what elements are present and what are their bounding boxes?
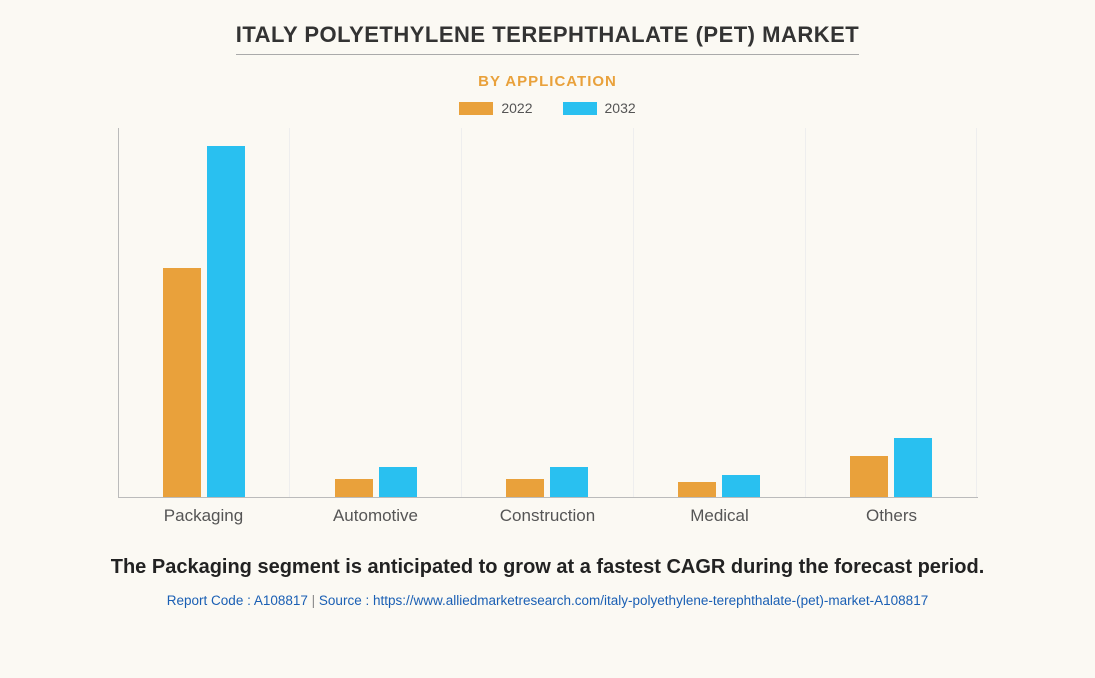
- source-label: Source :: [319, 593, 373, 608]
- bar-2032: [894, 438, 932, 497]
- bar-2032: [550, 467, 588, 497]
- bar-2022: [163, 268, 201, 497]
- bar-2032: [379, 467, 417, 497]
- bar-2022: [506, 479, 544, 498]
- bar-group: [119, 128, 291, 497]
- report-code-label: Report Code :: [167, 593, 254, 608]
- bar-2022: [335, 479, 373, 498]
- footer-sep: |: [308, 593, 319, 608]
- x-axis-label: Others: [806, 506, 978, 526]
- x-axis-label: Construction: [462, 506, 634, 526]
- legend-item-2032: 2032: [563, 100, 636, 116]
- legend-swatch-2022: [459, 102, 493, 115]
- chart-title: ITALY POLYETHYLENE TEREPHTHALATE (PET) M…: [236, 22, 859, 55]
- footer: Report Code : A108817 | Source : https:/…: [167, 593, 928, 608]
- bar-group: [634, 128, 806, 497]
- bar-group: [806, 128, 978, 497]
- source-url: https://www.alliedmarketresearch.com/ita…: [373, 593, 928, 608]
- bar-2032: [207, 146, 245, 498]
- chart-plot-area: [118, 128, 978, 498]
- legend-label-2022: 2022: [501, 100, 532, 116]
- x-axis-label: Medical: [634, 506, 806, 526]
- x-axis: PackagingAutomotiveConstructionMedicalOt…: [118, 506, 978, 526]
- bar-2032: [722, 475, 760, 497]
- x-axis-label: Packaging: [118, 506, 290, 526]
- insight-text: The Packaging segment is anticipated to …: [111, 556, 985, 579]
- bar-group: [290, 128, 462, 497]
- bar-group: [462, 128, 634, 497]
- bar-2022: [678, 482, 716, 497]
- chart-subtitle: BY APPLICATION: [478, 73, 617, 90]
- bar-2022: [850, 456, 888, 497]
- legend: 2022 2032: [459, 100, 635, 116]
- legend-swatch-2032: [563, 102, 597, 115]
- legend-label-2032: 2032: [605, 100, 636, 116]
- report-code: A108817: [254, 593, 308, 608]
- x-axis-label: Automotive: [290, 506, 462, 526]
- legend-item-2022: 2022: [459, 100, 532, 116]
